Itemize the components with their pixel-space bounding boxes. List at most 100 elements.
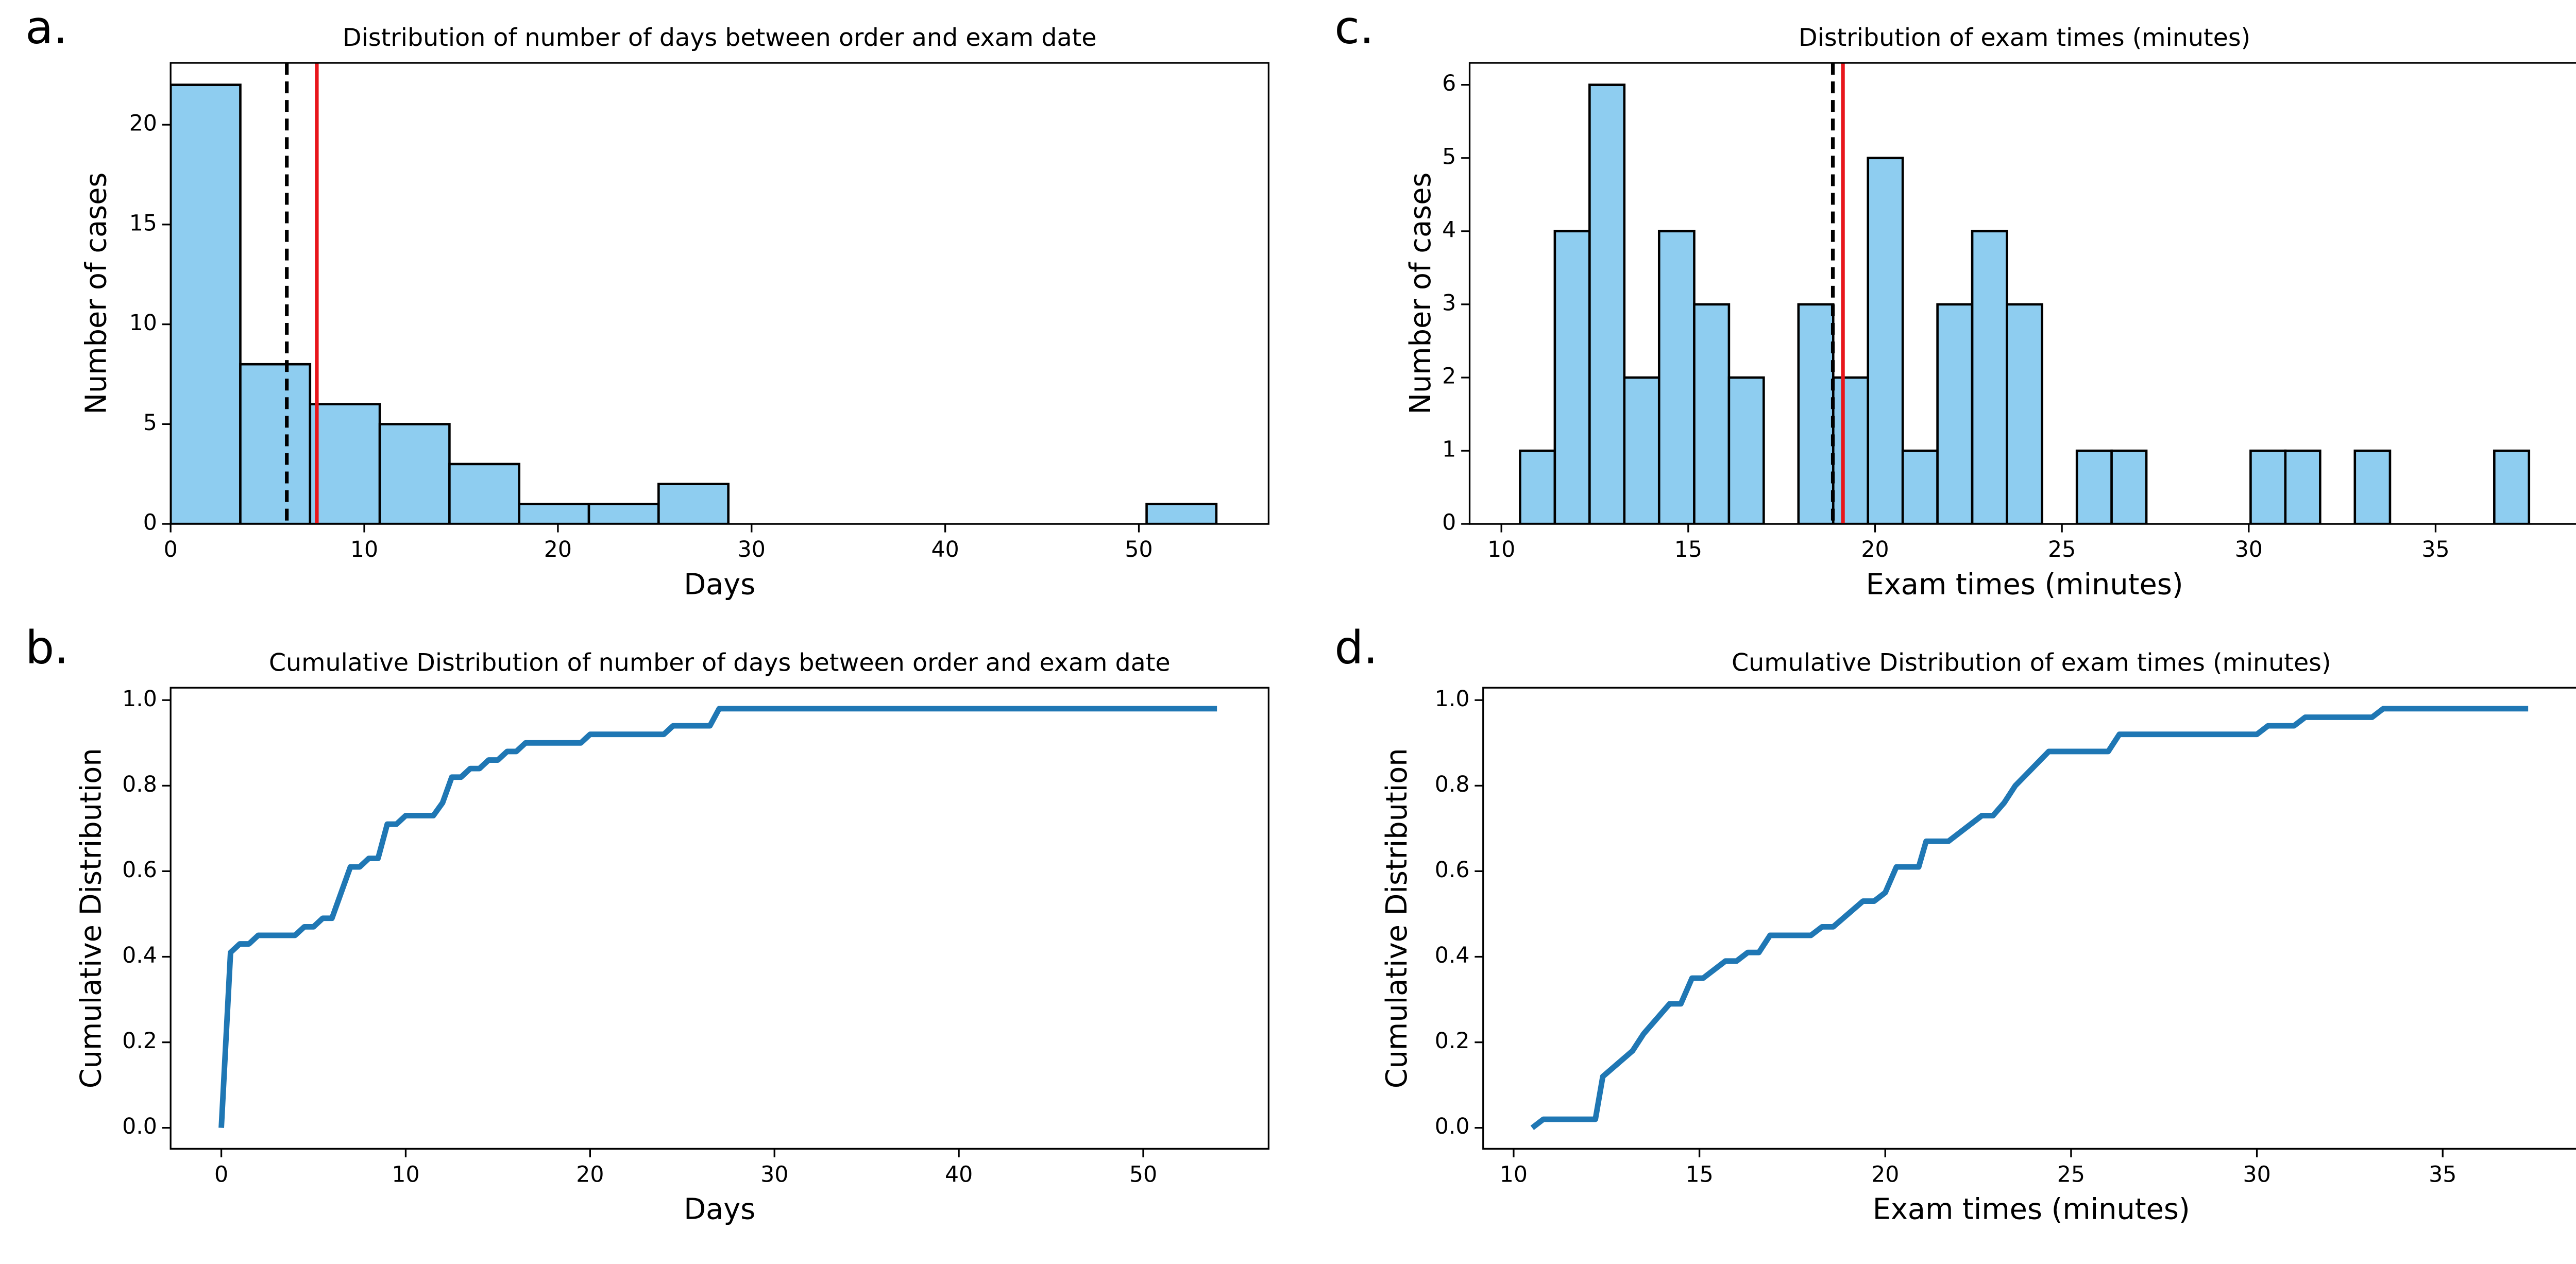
bar [1832,376,1870,524]
bar [448,463,521,524]
y-tick-label: 1.0 [1435,686,1470,712]
x-tick-label: 0 [164,537,178,562]
bar [239,363,312,524]
y-tick-label: 6 [1442,71,1456,96]
chart-title: Cumulative Distribution of exam times (m… [1732,648,2331,677]
y-tick-label: 5 [1442,144,1456,169]
y-tick-label: 0.2 [1435,1028,1470,1054]
cdf-line [1530,706,2529,1130]
bar [171,83,242,524]
y-axis-label: Cumulative Distribution [74,748,108,1088]
panel: d. Cumulative Distribution of exam times … [1334,621,2576,1226]
x-tick-label: 50 [1129,1161,1157,1187]
x-tick-label: 20 [576,1161,604,1187]
x-tick-label: 20 [1871,1161,1899,1187]
panel: b. Cumulative Distribution of number of d… [25,621,1270,1226]
bar [1901,449,1939,524]
bar [518,503,590,524]
panel: a. Distribution of number of days between… [25,1,1270,602]
bar [2110,449,2148,524]
bar [1588,83,1626,524]
cdf-line [218,706,1217,1128]
y-tick-label: 3 [1442,290,1456,316]
panel: c. Distribution of exam times (minutes) Ex… [1334,1,2576,602]
bar [1971,230,2008,524]
x-tick-label: 20 [1861,537,1889,562]
bar [1936,303,1974,524]
plot-area [218,706,1217,1128]
x-tick-label: 50 [1125,537,1153,562]
x-tick-label: 15 [1674,537,1702,562]
x-tick-label: 10 [350,537,378,562]
bar [1727,376,1765,524]
y-tick-label: 2 [1442,363,1456,389]
chart-title: Distribution of number of days between o… [343,24,1096,52]
bar [1553,230,1591,524]
x-tick-label: 10 [392,1161,419,1187]
x-axis-label: Days [684,1193,755,1226]
y-tick-label: 0.2 [122,1028,157,1054]
y-tick-label: 0.4 [122,943,157,968]
x-tick-label: 40 [931,537,959,562]
y-tick-label: 0.0 [1435,1114,1470,1139]
x-axis-label: Exam times (minutes) [1866,568,2183,602]
y-tick-label: 0.6 [122,857,157,883]
y-tick-label: 0.8 [122,772,157,797]
panel-label: a. [25,1,67,54]
x-tick-label: 15 [1685,1161,1713,1187]
x-tick-label: 30 [2243,1161,2270,1187]
chart-title: Distribution of exam times (minutes) [1799,24,2250,52]
y-tick-label: 0.6 [1435,857,1470,883]
x-axis-label: Days [684,568,755,602]
y-axis-label: Cumulative Distribution [1380,748,1414,1088]
plot-frame [170,62,1270,525]
chart-title: Cumulative Distribution of number of day… [269,648,1171,677]
panel-label: c. [1334,1,1374,54]
plot-frame [1468,62,2576,525]
x-tick-label: 30 [738,537,766,562]
plot-area [171,63,1218,524]
x-tick-label: 30 [760,1161,788,1187]
bar [657,483,730,524]
x-tick-label: 20 [544,537,572,562]
bar [309,403,381,524]
y-axis-label: Number of cases [1404,173,1437,415]
bar [587,503,660,524]
y-tick-label: 1.0 [122,686,157,712]
bar [1657,230,1696,524]
bar [2075,449,2113,524]
bar [1693,303,1731,524]
bar [1145,503,1218,524]
x-tick-label: 10 [1487,537,1515,562]
bar [2284,449,2321,524]
bar [1797,303,1835,524]
panel-label: b. [25,621,69,674]
bar [1623,376,1660,524]
panel-label: d. [1334,621,1378,674]
bar [2249,449,2287,524]
x-tick-label: 35 [2429,1161,2456,1187]
y-tick-label: 15 [129,210,157,236]
bar [1519,449,1556,524]
y-tick-label: 4 [1442,217,1456,243]
y-tick-label: 0.8 [1435,772,1470,797]
x-tick-label: 30 [2235,537,2263,562]
x-tick-label: 25 [2048,537,2076,562]
y-tick-label: 1 [1442,437,1456,463]
y-tick-label: 20 [129,111,157,136]
y-axis-label: Number of cases [79,173,113,415]
bar [378,423,451,524]
y-tick-label: 10 [129,310,157,336]
x-tick-label: 25 [2057,1161,2085,1187]
y-tick-label: 0.4 [1435,943,1470,968]
y-tick-label: 0.0 [122,1114,157,1139]
y-tick-label: 0 [1442,510,1456,536]
y-tick-label: 5 [143,410,157,436]
x-tick-label: 10 [1500,1161,1528,1187]
x-tick-label: 35 [2421,537,2449,562]
bar [1867,157,1904,524]
x-tick-label: 0 [214,1161,228,1187]
plot-frame [170,687,1270,1150]
